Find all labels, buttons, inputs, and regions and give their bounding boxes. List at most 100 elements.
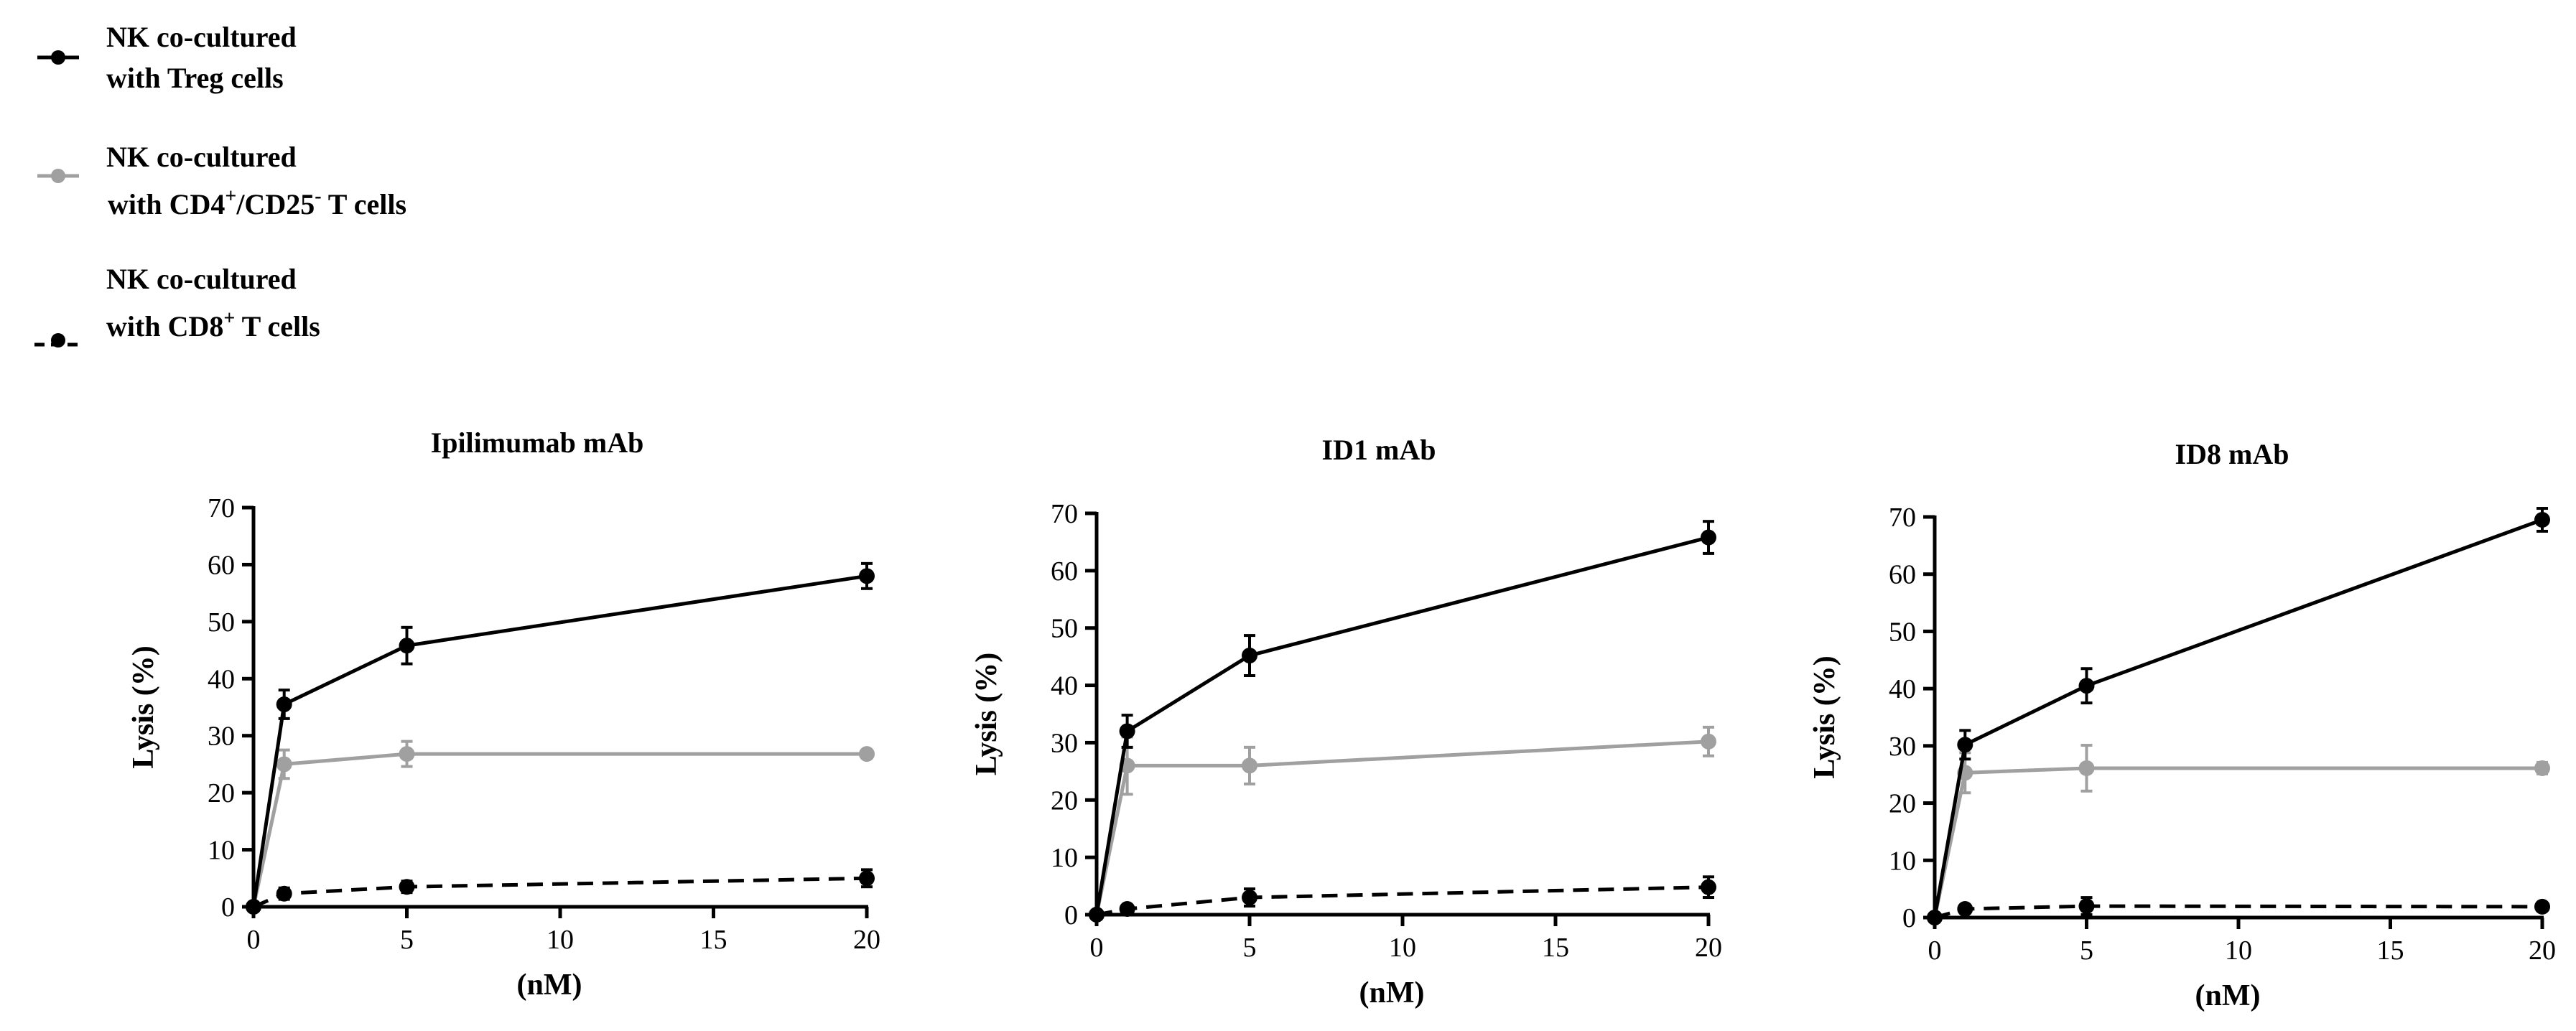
y-tick-label: 10 bbox=[208, 836, 235, 866]
legend-marker-cd8 bbox=[51, 333, 65, 347]
series-line bbox=[1933, 766, 2542, 918]
chart-panel-2: ID8 mAb 0 10 20 30 40 50 60 70 0 5 10 15 20 (nM) Lysis … bbox=[1808, 438, 2556, 1012]
y-tick-label: 20 bbox=[1889, 789, 1916, 819]
x-tick-label: 20 bbox=[1695, 933, 1722, 963]
data-point bbox=[246, 899, 261, 915]
data-point bbox=[859, 746, 875, 762]
legend-label-cd8-line1: NK co-cultured bbox=[106, 263, 297, 295]
x-tick-label: 10 bbox=[1389, 933, 1416, 963]
series-line bbox=[1096, 885, 1709, 917]
y-axis-label: Lysis (%) bbox=[1808, 656, 1841, 779]
y-tick-label: 10 bbox=[1889, 846, 1916, 876]
legend-item-cd4: NK co-cultured with CD4+/CD25- T cells bbox=[37, 141, 406, 220]
series-1 bbox=[246, 740, 875, 915]
legend-cd8-sup: + bbox=[223, 307, 235, 330]
x-tick-label: 20 bbox=[2529, 936, 2556, 966]
series-line bbox=[1094, 536, 1709, 915]
series-line bbox=[251, 574, 868, 908]
y-axis-label: Lysis (%) bbox=[970, 653, 1003, 776]
data-point bbox=[2534, 898, 2550, 915]
legend-marker-treg bbox=[51, 50, 65, 65]
series-line bbox=[1094, 740, 1709, 915]
series-line bbox=[253, 876, 868, 909]
y-tick-label: 0 bbox=[1902, 903, 1916, 933]
legend-cd4-sup: + bbox=[225, 185, 236, 207]
series-line bbox=[1933, 518, 2543, 918]
y-tick-label: 0 bbox=[221, 892, 235, 923]
y-tick-label: 50 bbox=[208, 607, 235, 638]
y-tick-label: 70 bbox=[1051, 499, 1078, 529]
data-point bbox=[1957, 901, 1973, 918]
data-point bbox=[1242, 757, 1257, 774]
y-tick-label: 60 bbox=[1051, 556, 1078, 587]
data-point bbox=[2534, 760, 2550, 776]
legend-label-treg-line1: NK co-cultured bbox=[106, 21, 297, 53]
data-point bbox=[1927, 910, 1943, 925]
y-tick-label: 40 bbox=[208, 664, 235, 694]
chart-title: ID1 mAb bbox=[1322, 434, 1436, 466]
x-tick-label: 0 bbox=[1090, 933, 1104, 963]
data-point bbox=[2078, 760, 2095, 776]
x-axis-label: (nM) bbox=[2195, 979, 2261, 1012]
y-tick-label: 20 bbox=[208, 778, 235, 808]
data-point bbox=[276, 756, 292, 773]
x-tick-label: 5 bbox=[400, 925, 414, 955]
x-tick-label: 5 bbox=[2080, 936, 2093, 966]
legend-cd8-part: with CD8 bbox=[106, 310, 223, 342]
legend-label-cd8-line2: with CD8+ T cells bbox=[106, 307, 320, 342]
y-tick-label: 40 bbox=[1051, 671, 1078, 701]
legend-tcells2-part: T cells bbox=[235, 310, 320, 342]
data-point bbox=[1119, 723, 1135, 740]
series-0 bbox=[246, 561, 875, 915]
series-0 bbox=[1927, 507, 2550, 925]
x-axis-label: (nM) bbox=[517, 969, 582, 1002]
data-point bbox=[859, 568, 875, 584]
legend-item-treg: NK co-cultured with Treg cells bbox=[37, 21, 297, 94]
y-tick-label: 20 bbox=[1051, 785, 1078, 816]
y-tick-label: 40 bbox=[1889, 674, 1916, 704]
data-point bbox=[2078, 678, 2095, 694]
x-axis-label: (nM) bbox=[1359, 976, 1425, 1009]
legend-cd25-part: /CD25 bbox=[236, 188, 315, 220]
series-line bbox=[1934, 904, 2543, 920]
legend: NK co-cultured with Treg cells NK co-cul… bbox=[34, 21, 406, 347]
y-tick-label: 60 bbox=[1889, 560, 1916, 590]
data-point bbox=[1242, 648, 1257, 664]
x-tick-label: 15 bbox=[700, 925, 727, 955]
x-tick-label: 15 bbox=[1542, 933, 1569, 963]
y-tick-label: 10 bbox=[1051, 843, 1078, 873]
chart-panel-0: Ipilimumab mAb 0 10 20 30 40 50 60 70 0 5 10 15 20 (nM… bbox=[127, 426, 880, 1002]
data-point bbox=[859, 870, 875, 887]
x-tick-label: 20 bbox=[853, 925, 880, 955]
data-point bbox=[1701, 879, 1716, 895]
series-2 bbox=[246, 868, 875, 915]
y-tick-label: 30 bbox=[1051, 728, 1078, 758]
legend-item-cd8: NK co-cultured with CD8+ T cells bbox=[34, 263, 320, 347]
data-point bbox=[399, 746, 415, 762]
data-point bbox=[399, 638, 415, 654]
legend-tcells-part: T cells bbox=[322, 188, 407, 220]
y-tick-label: 60 bbox=[208, 550, 235, 580]
x-tick-label: 15 bbox=[2377, 936, 2404, 966]
series-0 bbox=[1089, 520, 1716, 923]
y-tick-label: 0 bbox=[1064, 900, 1078, 930]
y-tick-label: 50 bbox=[1889, 617, 1916, 647]
x-tick-label: 0 bbox=[247, 925, 261, 955]
legend-label-cd4-line1: NK co-cultured bbox=[106, 141, 297, 173]
series-1 bbox=[1927, 744, 2550, 925]
data-point bbox=[276, 696, 292, 713]
series-line bbox=[251, 752, 867, 908]
y-tick-label: 70 bbox=[1889, 503, 1916, 533]
data-point bbox=[2534, 511, 2550, 528]
data-point bbox=[276, 885, 292, 902]
data-point bbox=[1119, 901, 1135, 918]
y-tick-label: 70 bbox=[208, 493, 235, 523]
x-tick-label: 0 bbox=[1928, 936, 1942, 966]
data-point bbox=[1701, 733, 1716, 750]
chart-title: Ipilimumab mAb bbox=[431, 426, 644, 459]
chart-title: ID8 mAb bbox=[2175, 438, 2289, 470]
data-point bbox=[2078, 898, 2095, 915]
y-axis-label: Lysis (%) bbox=[127, 645, 160, 769]
data-point bbox=[1957, 737, 1973, 753]
